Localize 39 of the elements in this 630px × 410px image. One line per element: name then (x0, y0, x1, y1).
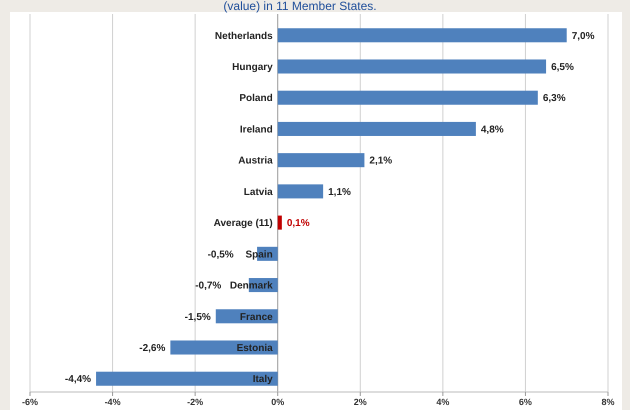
y-tick-label: Hungary (232, 62, 274, 73)
bar (278, 59, 546, 74)
x-tick-label: -2% (187, 397, 204, 407)
bar (96, 372, 278, 386)
data-label: 7,0% (572, 30, 595, 42)
data-label: -2,6% (139, 343, 166, 354)
data-label: 2,1% (369, 156, 392, 167)
y-tick-label: Italy (252, 374, 274, 386)
data-label: 6,3% (542, 93, 566, 104)
data-label: 0,1% (286, 218, 310, 230)
x-tick-label: 6% (518, 397, 532, 407)
y-tick-label: Estonia (236, 343, 274, 354)
data-label: -0,7% (195, 280, 222, 292)
data-label: -0,5% (208, 249, 234, 260)
data-label: 4,8% (480, 124, 504, 136)
bar (278, 216, 282, 230)
x-tick-label: 2% (354, 397, 367, 407)
data-label: -4,4% (64, 374, 92, 386)
y-tick-label: Netherlands (214, 30, 274, 42)
y-tick-label: France (240, 312, 274, 323)
y-tick-label: Poland (239, 93, 273, 104)
x-tick-label: -6% (22, 397, 38, 407)
y-tick-label: Austria (238, 156, 274, 167)
data-label: 1,1% (328, 186, 352, 198)
bar (278, 153, 364, 168)
x-tick-label: 4% (436, 397, 450, 407)
bar (278, 28, 567, 42)
bar (278, 122, 476, 136)
x-tick-label: 8% (601, 397, 615, 407)
bar (278, 90, 538, 105)
data-label: -1,5% (184, 312, 211, 323)
x-tick-label: -4% (104, 397, 121, 407)
y-tick-label: Ireland (240, 124, 273, 136)
y-tick-label: Average (11) (214, 218, 273, 230)
bar (278, 184, 324, 198)
x-tick-label: 0% (271, 397, 284, 407)
chart-title: (value) in 11 Member States. (223, 0, 377, 13)
y-tick-label: Latvia (244, 186, 274, 198)
data-label: 6,5% (551, 62, 574, 73)
